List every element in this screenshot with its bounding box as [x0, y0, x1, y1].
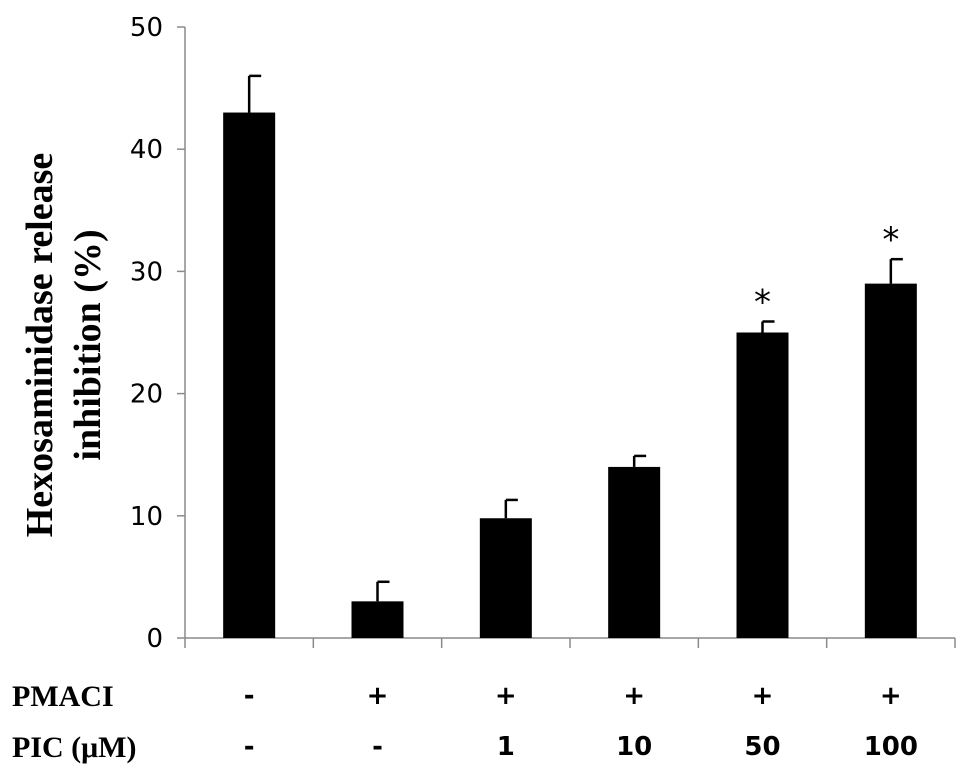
y-axis-label-line1: Hexosaminidase release [19, 153, 61, 538]
bar [736, 332, 789, 638]
condition-value: + [367, 681, 389, 711]
bar [223, 112, 276, 639]
condition-value: - [244, 732, 255, 762]
condition-value: 50 [744, 732, 780, 762]
y-tick-label: 10 [130, 502, 163, 532]
condition-row-label: PIC (μM) [12, 731, 136, 764]
condition-value: 100 [864, 732, 918, 762]
bar [608, 466, 661, 638]
condition-value: 1 [497, 732, 515, 762]
condition-value: + [880, 681, 902, 711]
y-tick-label: 40 [130, 135, 163, 165]
y-tick-label: 30 [130, 257, 163, 287]
condition-value: + [623, 681, 645, 711]
y-tick-label: 20 [130, 380, 163, 410]
condition-value: - [372, 732, 383, 762]
significance-marker: * [754, 283, 771, 323]
condition-value: + [495, 681, 517, 711]
condition-value: 10 [616, 732, 652, 762]
significance-marker: * [882, 220, 899, 260]
bar [864, 283, 917, 638]
bar [351, 601, 404, 638]
y-tick-label: 50 [130, 13, 163, 43]
bar [479, 518, 532, 638]
condition-value: + [752, 681, 774, 711]
y-axis-label-line2: inhibition (%) [67, 229, 109, 460]
condition-row-label: PMACI [12, 680, 114, 713]
condition-value: - [244, 681, 255, 711]
y-tick-label: 0 [146, 624, 163, 654]
